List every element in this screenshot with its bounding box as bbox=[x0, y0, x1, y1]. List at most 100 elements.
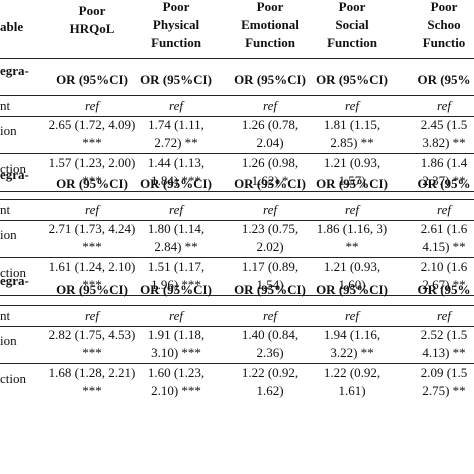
section-3-row-2-cell-3-line-1: 1.40 (0.84, bbox=[241, 327, 299, 342]
section-2-row-2-cell-5-line-1: 2.61 (1.6 bbox=[420, 221, 468, 236]
section-2-ci-header-4: OR (95%CI) bbox=[316, 176, 388, 191]
section-3-row-1-rule bbox=[0, 326, 474, 327]
section-2-row-1-cell-1-line-1: ref bbox=[85, 202, 99, 217]
section-2-row-1-cell-2-line-1: ref bbox=[169, 202, 183, 217]
section-3-row-3-cell-2-line-2: 2.10) *** bbox=[151, 383, 201, 398]
section-2-row-1-cell-5-line-1: ref bbox=[437, 202, 451, 217]
section-1-row-2-cell-2-line-2: 2.72) ** bbox=[154, 135, 198, 150]
section-1-row-2-cell-3-line-2: 2.04) bbox=[256, 135, 284, 150]
section-3-row-3-cell-4-line-1: 1.22 (0.92, bbox=[323, 365, 381, 380]
section-2-row-3-cell-1-line-1: 1.61 (1.24, 2.10) bbox=[48, 259, 136, 274]
section-3-row-3-cell-3-line-2: 1.62) bbox=[256, 383, 284, 398]
section-2-ci-header-5: OR (95% bbox=[417, 176, 471, 191]
section-2-row-2-cell-1-line-2: *** bbox=[82, 239, 102, 254]
section-3-row-1-cell-4-line-1: ref bbox=[345, 308, 359, 323]
section-3-row-3-cell-1-line-1: 1.68 (1.28, 2.21) bbox=[48, 365, 136, 380]
column-header-4-line-2: Social bbox=[335, 17, 369, 32]
column-header-1-line-2: HRQoL bbox=[69, 21, 115, 36]
section-2-row-2-cell-3-line-2: 2.02) bbox=[256, 239, 284, 254]
section-2-ci-rule bbox=[0, 199, 474, 200]
column-header-3-line-1: Poor bbox=[256, 0, 284, 14]
section-3-row-3-cell-3-line-1: 1.22 (0.92, bbox=[241, 365, 299, 380]
section-1-label: egra- bbox=[0, 63, 29, 78]
section-1-row-1-label: nt bbox=[0, 98, 11, 113]
section-3-row-2-cell-2-line-1: 1.91 (1.18, bbox=[147, 327, 205, 342]
column-header-5-line-2: Schoo bbox=[427, 17, 461, 32]
section-2-row-2-cell-2-line-2: 2.84) ** bbox=[154, 239, 198, 254]
section-3-row-2-cell-3-line-2: 2.36) bbox=[256, 345, 284, 360]
section-1-ci-header-4: OR (95%CI) bbox=[316, 72, 388, 87]
section-1-row-3-cell-3-line-1: 1.26 (0.98, bbox=[241, 155, 299, 170]
section-1-row-3-label: ction bbox=[0, 161, 26, 176]
section-3-label: egra- bbox=[0, 273, 29, 288]
section-1-row-2-label: ion bbox=[0, 123, 17, 138]
section-1-row-1-cell-3-line-1: ref bbox=[263, 98, 277, 113]
section-2-row-1-label: nt bbox=[0, 202, 11, 217]
section-3-row-3-cell-2-line-1: 1.60 (1.23, bbox=[147, 365, 205, 380]
section-2-row-1-cell-4-line-1: ref bbox=[345, 202, 359, 217]
section-2-row-2-label: ion bbox=[0, 227, 17, 242]
section-3-row-2-cell-1-line-1: 2.82 (1.75, 4.53) bbox=[48, 327, 136, 342]
section-1-row-3-cell-4-line-1: 1.21 (0.93, bbox=[323, 155, 381, 170]
column-header-4-line-3: Function bbox=[327, 35, 377, 50]
section-1-row-1-cell-5-line-1: ref bbox=[437, 98, 451, 113]
column-header-2-line-3: Function bbox=[151, 35, 201, 50]
section-3-row-2-cell-5-line-2: 4.13) ** bbox=[422, 345, 466, 360]
section-1-row-2-cell-5-line-2: 3.82) ** bbox=[422, 135, 466, 150]
section-2-row-3-cell-4-line-2: 1.60) bbox=[338, 277, 366, 292]
section-3-row-1-cell-2-line-1: ref bbox=[169, 308, 183, 323]
section-1-row-1-rule bbox=[0, 116, 474, 117]
section-3-row-1-label: nt bbox=[0, 308, 11, 323]
section-3-row-2-cell-4-line-1: 1.94 (1.16, bbox=[323, 327, 381, 342]
column-header-2-line-1: Poor bbox=[162, 0, 190, 14]
section-1-row-2-cell-5-line-1: 2.45 (1.5 bbox=[420, 117, 468, 132]
section-1-row-2-rule bbox=[0, 153, 474, 154]
section-2-ci-header-3: OR (95%CI) bbox=[234, 176, 306, 191]
section-2-label: egra- bbox=[0, 167, 29, 182]
section-1-row-3-cell-3-line-2: 1.62) * bbox=[251, 173, 289, 188]
section-3-row-2-cell-4-line-2: 3.22) ** bbox=[330, 345, 374, 360]
section-2-row-2-cell-4-line-2: ** bbox=[345, 239, 359, 254]
header-rule bbox=[0, 58, 474, 59]
section-2-row-3-cell-5-line-2: 2.67) ** bbox=[422, 277, 466, 292]
section-2-row-2-cell-4-line-1: 1.86 (1.16, 3) bbox=[316, 221, 388, 236]
section-1-row-3-cell-1-line-1: 1.57 (1.23, 2.00) bbox=[48, 155, 136, 170]
section-3-row-3-label: ction bbox=[0, 371, 26, 386]
section-3-ci-rule bbox=[0, 305, 474, 306]
section-1-ci-header-3: OR (95%CI) bbox=[234, 72, 306, 87]
section-2-row-3-cell-1-line-2: *** bbox=[82, 277, 102, 292]
section-2-end-rule bbox=[0, 295, 474, 296]
section-2-row-2-cell-1-line-1: 2.71 (1.73, 4.24) bbox=[48, 221, 136, 236]
section-1-row-3-cell-5-line-2: 2.37) ** bbox=[422, 173, 466, 188]
section-1-row-2-cell-3-line-1: 1.26 (0.78, bbox=[241, 117, 299, 132]
section-1-row-2-cell-1-line-1: 2.65 (1.72, 4.09) bbox=[48, 117, 136, 132]
section-1-ci-header-1: OR (95%CI) bbox=[56, 72, 128, 87]
section-2-row-3-cell-2-line-2: 1.96) *** bbox=[151, 277, 201, 292]
section-1-row-3-cell-1-line-2: *** bbox=[82, 173, 102, 188]
section-3-row-2-cell-5-line-1: 2.52 (1.5 bbox=[420, 327, 468, 342]
section-3-ci-header-2: OR (95%CI) bbox=[140, 282, 212, 297]
section-3-row-3-cell-5-line-1: 2.09 (1.5 bbox=[420, 365, 468, 380]
section-1-row-2-cell-4-line-2: 2.85) ** bbox=[330, 135, 374, 150]
section-3-ci-header-1: OR (95%CI) bbox=[56, 282, 128, 297]
section-1-row-1-cell-1-line-1: ref bbox=[85, 98, 99, 113]
section-2-row-2-rule bbox=[0, 257, 474, 258]
section-2-row-3-cell-2-line-1: 1.51 (1.17, bbox=[147, 259, 205, 274]
section-2-row-1-cell-3-line-1: ref bbox=[263, 202, 277, 217]
section-3-row-2-rule bbox=[0, 363, 474, 364]
section-3-row-2-cell-2-line-2: 3.10) *** bbox=[151, 345, 201, 360]
section-1-row-2-cell-1-line-2: *** bbox=[82, 135, 102, 150]
column-header-1-line-1: Poor bbox=[78, 3, 106, 18]
section-1-row-2-cell-4-line-1: 1.81 (1.15, bbox=[323, 117, 381, 132]
section-2-ci-header-2: OR (95%CI) bbox=[140, 176, 212, 191]
section-1-row-3-cell-2-line-2: 1.84) *** bbox=[151, 173, 201, 188]
section-1-row-3-cell-2-line-1: 1.44 (1.13, bbox=[147, 155, 205, 170]
variable-header: able bbox=[0, 18, 40, 35]
section-1-ci-header-2: OR (95%CI) bbox=[140, 72, 212, 87]
section-2-row-3-cell-4-line-1: 1.21 (0.93, bbox=[323, 259, 381, 274]
section-1-row-3-cell-5-line-1: 1.86 (1.4 bbox=[420, 155, 468, 170]
section-1-end-rule bbox=[0, 191, 474, 192]
section-3-row-3-cell-1-line-2: *** bbox=[82, 383, 102, 398]
column-header-3-line-2: Emotional bbox=[241, 17, 299, 32]
section-3-ci-header-3: OR (95%CI) bbox=[234, 282, 306, 297]
